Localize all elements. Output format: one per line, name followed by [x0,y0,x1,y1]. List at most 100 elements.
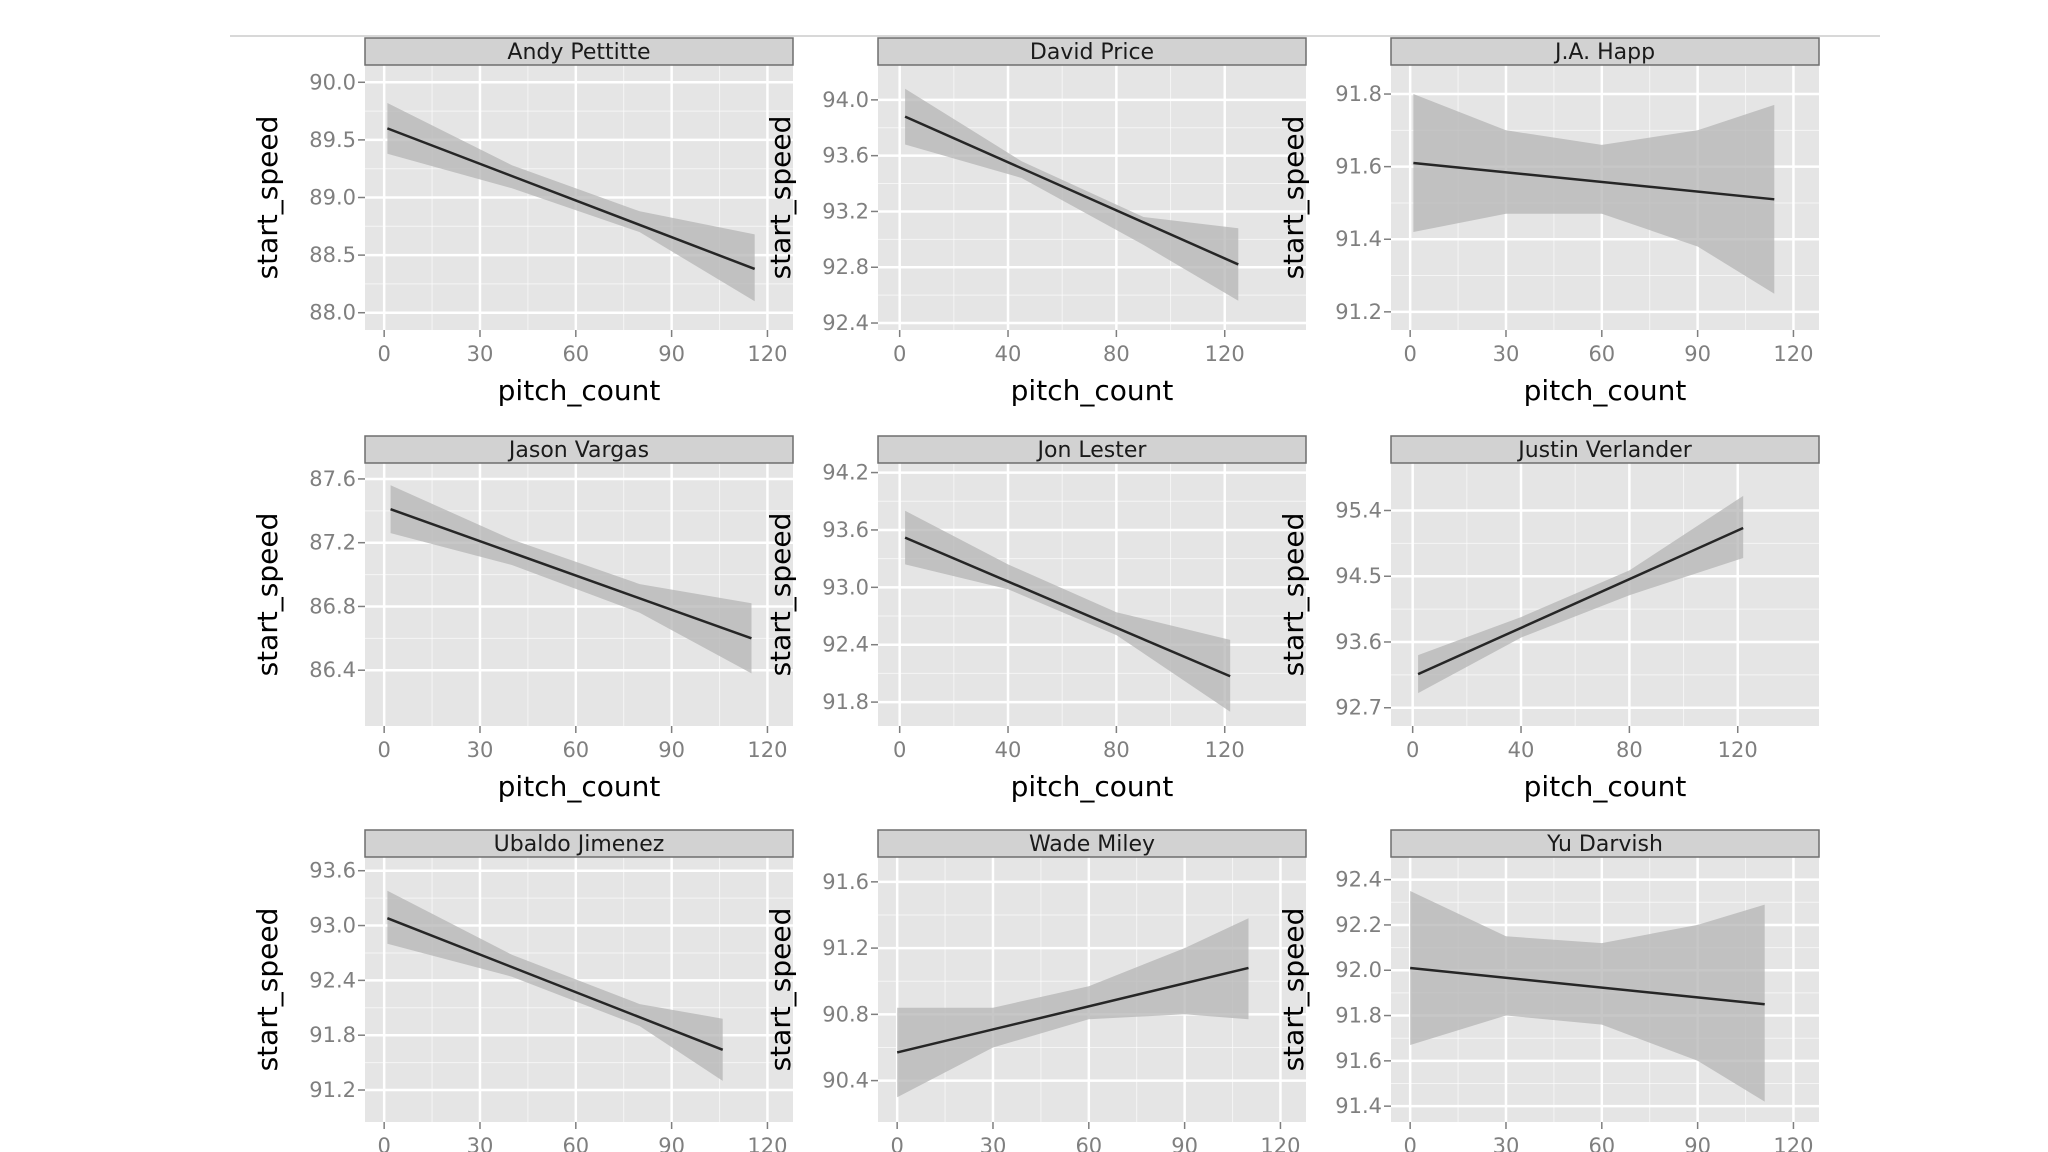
facet-strip [364,435,794,464]
facet-panel: Yu Darvish 91.4 91.6 91.8 92.0 92.2 92.4 0 30 60 9… [1277,829,1820,1152]
y-axis-label: start_speed [764,513,797,677]
y-tick-label: 95.4 [1335,498,1382,522]
x-tick-label: 120 [1205,342,1245,366]
facet-strip [1390,829,1820,858]
x-tick-label: 40 [995,738,1022,762]
y-tick-label: 91.6 [822,870,869,894]
x-tick-label: 120 [1773,342,1813,366]
facet-strip [877,829,1307,858]
facet-strip [364,37,794,66]
y-tick-label: 87.2 [309,531,356,555]
y-tick-label: 93.0 [309,914,356,938]
y-tick-label: 91.2 [309,1078,356,1102]
y-tick-label: 92.0 [1335,958,1382,982]
confidence-band [905,88,1239,301]
y-tick-label: 88.0 [309,301,356,325]
regression-line [386,127,756,271]
y-tick-label: 93.2 [822,199,869,223]
x-tick-label: 60 [562,1134,589,1152]
confidence-band [897,918,1249,1098]
x-tick-label: 90 [1684,1134,1711,1152]
regression-line [896,966,1249,1054]
facet-title: David Price [1030,40,1154,65]
x-axis-label: pitch_count [498,374,661,407]
regression-line [1410,966,1765,1006]
x-tick-label: 60 [562,342,589,366]
y-tick-label: 91.8 [1335,1004,1382,1028]
x-tick-label: 40 [995,342,1022,366]
x-tick-label: 60 [1588,342,1615,366]
x-tick-label: 80 [1103,738,1130,762]
x-axis-label: pitch_count [498,770,661,803]
x-axis-label: pitch_count [1011,770,1174,803]
x-tick-label: 90 [658,342,685,366]
x-tick-label: 120 [1718,738,1758,762]
x-tick-label: 120 [747,738,787,762]
x-tick-label: 30 [467,342,494,366]
y-axis-label: start_speed [1277,908,1310,1072]
facet-title: Andy Pettitte [507,40,650,65]
y-tick-label: 93.6 [1335,630,1382,654]
facet-panel: J.A. Happ 91.2 91.4 91.6 91.8 0 30 60 90 120 pitch… [1277,37,1820,407]
regression-line [904,536,1231,678]
y-tick-label: 91.8 [309,1023,356,1047]
facet-panel: Jason Vargas 86.4 86.8 87.2 87.6 0 30 60 90 120 pi… [251,435,794,803]
regression-line [386,917,724,1051]
facet-strip [364,829,794,858]
x-tick-label: 0 [377,1134,390,1152]
y-tick-label: 86.8 [309,594,356,618]
facet-strip [1390,37,1820,66]
regression-line [1417,526,1744,676]
confidence-band [1413,94,1775,294]
facet-title: Jason Vargas [507,438,649,463]
y-tick-label: 91.2 [822,936,869,960]
y-axis-label: start_speed [764,908,797,1072]
y-tick-label: 92.8 [822,255,869,279]
y-tick-label: 93.6 [822,518,869,542]
x-tick-label: 120 [1260,1134,1300,1152]
y-tick-label: 92.4 [822,633,869,657]
y-tick-label: 90.4 [822,1069,869,1093]
x-tick-label: 30 [467,1134,494,1152]
y-axis-label: start_speed [1277,116,1310,280]
y-tick-label: 92.7 [1335,696,1382,720]
y-tick-label: 91.8 [822,690,869,714]
y-axis-label: start_speed [251,116,284,280]
y-tick-label: 92.4 [822,311,869,335]
x-axis-label: pitch_count [1524,770,1687,803]
x-tick-label: 30 [1493,342,1520,366]
confidence-band [905,510,1231,712]
x-tick-label: 0 [890,1134,903,1152]
x-tick-label: 120 [747,1134,787,1152]
x-tick-label: 30 [980,1134,1007,1152]
x-tick-label: 0 [893,342,906,366]
y-axis-label: start_speed [251,908,284,1072]
x-tick-label: 80 [1103,342,1130,366]
facet-panel: Wade Miley90.490.891.291.60306090120pitc… [764,829,1307,1152]
x-tick-label: 60 [562,738,589,762]
x-tick-label: 90 [1684,342,1711,366]
facet-title: Wade Miley [1029,832,1155,857]
panel-background [878,463,1306,726]
x-tick-label: 90 [658,1134,685,1152]
x-tick-label: 0 [893,738,906,762]
y-tick-label: 93.6 [309,859,356,883]
y-tick-label: 89.0 [309,186,356,210]
confidence-band [1410,891,1765,1102]
y-tick-label: 88.5 [309,243,356,267]
panel-background [365,463,793,726]
x-tick-label: 120 [747,342,787,366]
x-tick-label: 30 [1493,1134,1520,1152]
y-tick-label: 90.8 [822,1002,869,1026]
y-tick-label: 92.2 [1335,913,1382,937]
x-axis-label: pitch_count [1011,374,1174,407]
y-tick-label: 91.6 [1335,1049,1382,1073]
y-tick-label: 94.0 [822,88,869,112]
x-tick-label: 30 [467,738,494,762]
y-tick-label: 91.8 [1335,82,1382,106]
facet-title: Ubaldo Jimenez [494,832,665,857]
confidence-band [387,890,723,1081]
y-tick-label: 91.6 [1335,155,1382,179]
x-tick-label: 60 [1588,1134,1615,1152]
y-tick-label: 94.5 [1335,564,1382,588]
